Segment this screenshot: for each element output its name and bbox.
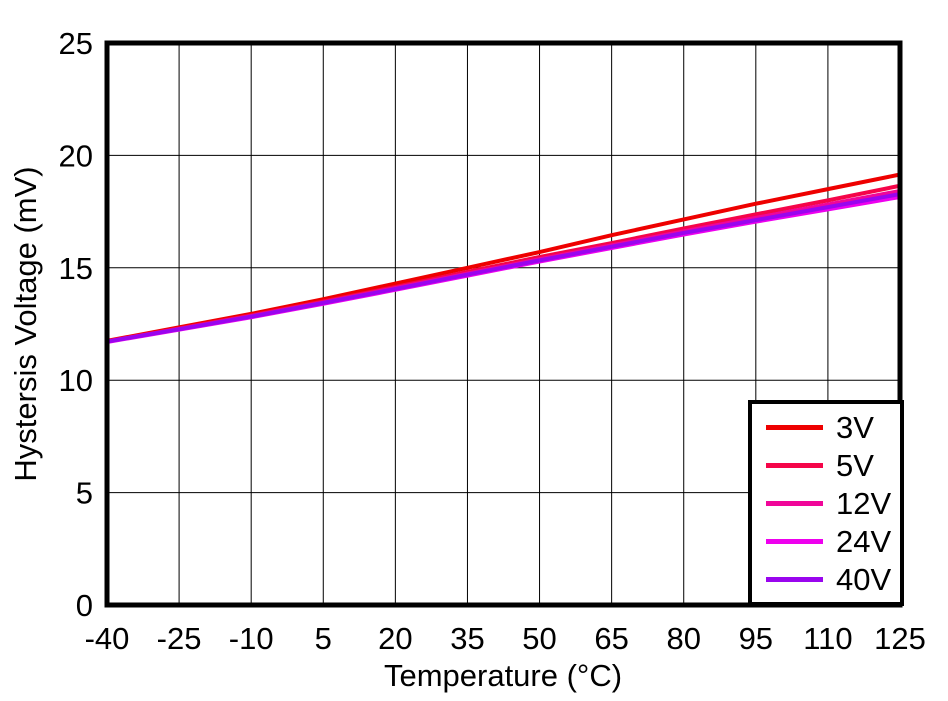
tick-layer: -40 -25 -10 5 20 35 50 65 80 95 110 125 0 5 10 15 20 25 <box>59 26 926 656</box>
series-line-3v <box>106 172 901 343</box>
y-tick-label: 15 <box>59 251 93 286</box>
x-tick-label: 5 <box>315 621 332 656</box>
legend-swatch-5v <box>766 462 823 468</box>
y-tick-label: 0 <box>76 588 93 623</box>
x-tick-label: -40 <box>85 621 130 656</box>
legend-label: 12V <box>836 485 892 521</box>
legend-item-12v: 12V <box>766 484 900 522</box>
x-tick-label: 125 <box>874 621 926 656</box>
x-tick-label: 110 <box>803 621 852 656</box>
legend-item-3v: 3V <box>766 408 900 446</box>
y-tick-label: 10 <box>59 363 93 398</box>
x-tick-label: 80 <box>666 621 700 656</box>
x-tick-label: -10 <box>229 621 274 656</box>
legend-swatch-3v <box>766 424 823 430</box>
series-layer <box>106 172 901 344</box>
y-tick-label: 5 <box>76 476 93 511</box>
x-axis-title: Temperature (°C) <box>384 658 622 693</box>
legend-label: 40V <box>836 561 892 597</box>
legend-swatch-12v <box>766 500 823 506</box>
x-tick-label: 20 <box>378 621 412 656</box>
y-tick-label: 25 <box>59 26 93 61</box>
legend-swatch-40v <box>766 576 823 582</box>
x-tick-label: 35 <box>450 621 484 656</box>
plot-border <box>104 40 903 608</box>
x-tick-label: 50 <box>522 621 556 656</box>
legend-item-40v: 40V <box>766 560 900 598</box>
legend-label: 3V <box>836 409 874 445</box>
legend: 3V 5V 12V 24V 40V <box>748 400 904 606</box>
legend-item-24v: 24V <box>766 522 900 560</box>
x-tick-label: 65 <box>594 621 628 656</box>
y-axis-title: Hystersis Voltage (mV) <box>8 166 43 481</box>
series-line-40v <box>106 192 901 344</box>
legend-item-5v: 5V <box>766 446 900 484</box>
y-tick-label: 20 <box>59 138 93 173</box>
legend-label: 24V <box>836 523 892 559</box>
x-tick-label: -25 <box>157 621 202 656</box>
legend-swatch-24v <box>766 538 823 544</box>
x-tick-label: 95 <box>739 621 773 656</box>
legend-label: 5V <box>836 447 874 483</box>
